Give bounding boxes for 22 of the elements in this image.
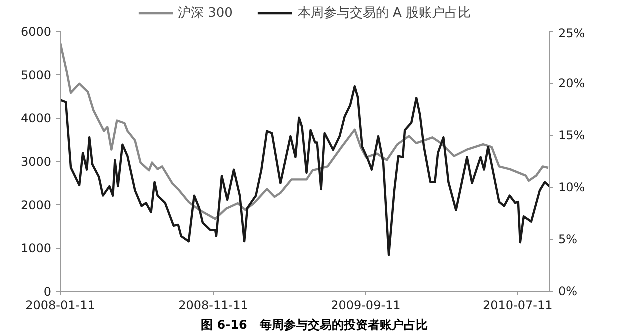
x-tick-label: 2010-07-11 xyxy=(483,298,553,312)
line-series xyxy=(60,86,550,256)
y-tick-label: 4000 xyxy=(20,112,52,126)
x-tick-label: 2008-01-11 xyxy=(26,298,96,312)
y-tick-label: 6000 xyxy=(20,25,52,39)
x-tick-label: 2009-09-11 xyxy=(331,298,401,312)
line-series xyxy=(60,42,550,220)
y2-tick-label: 15% xyxy=(558,128,586,142)
y2-tick-label: 10% xyxy=(558,180,586,194)
y-tick-label: 3000 xyxy=(20,155,52,169)
y-tick-label: 5000 xyxy=(20,68,52,82)
x-tick-label: 2008-11-11 xyxy=(178,298,248,312)
y2-tick-label: 0% xyxy=(558,284,578,298)
y2-tick-label: 25% xyxy=(558,26,586,40)
y-tick-label: 1000 xyxy=(20,242,52,256)
y2-tick-label: 5% xyxy=(558,232,578,246)
legend-label: 沪深 300 xyxy=(178,5,233,22)
y-tick-label: 0 xyxy=(44,285,52,299)
caption: 图 6-16 每周参与交易的投资者账户占比 xyxy=(201,317,428,334)
y2-tick-label: 20% xyxy=(558,76,586,90)
legend-label: 本周参与交易的 A 股账户占比 xyxy=(298,5,472,22)
y-tick-label: 2000 xyxy=(20,198,52,212)
